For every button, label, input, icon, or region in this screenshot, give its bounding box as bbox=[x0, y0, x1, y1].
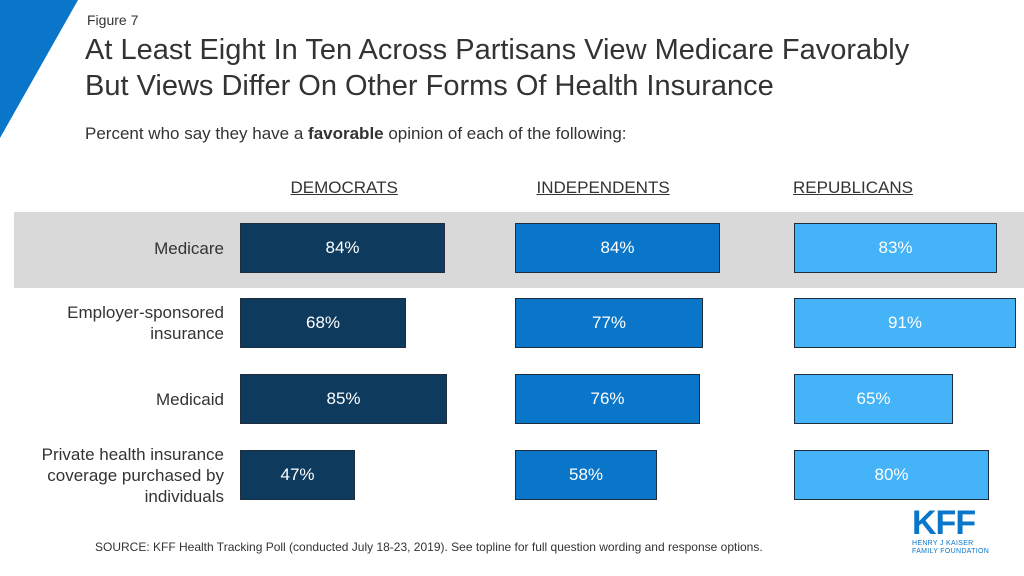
row-label-employer-sponsored-insurance: Employer-sponsored insurance bbox=[67, 302, 224, 344]
row-label-line: individuals bbox=[144, 486, 224, 506]
chart-subtitle: Percent who say they have a favorable op… bbox=[85, 124, 627, 144]
figure-label: Figure 7 bbox=[87, 12, 139, 28]
row-label-medicaid: Medicaid bbox=[156, 389, 224, 410]
row-label-medicare: Medicare bbox=[154, 238, 224, 259]
bar-value-label: 77% bbox=[591, 313, 627, 332]
subtitle-post: opinion of each of the following: bbox=[383, 124, 627, 143]
bar-value-label: 84% bbox=[325, 238, 360, 257]
row-label-line: Medicaid bbox=[155, 389, 224, 409]
kff-logo: KFF HENRY J KAISER FAMILY FOUNDATION bbox=[912, 506, 992, 558]
bar-value-label: 84% bbox=[600, 238, 635, 257]
bar-republicans-private-health-insurance-coverage-purchased-by-individuals: 80% bbox=[794, 450, 989, 500]
column-header-independents: INDEPENDENTS bbox=[536, 178, 670, 197]
bar-value-label: 68% bbox=[305, 313, 341, 332]
row-label-private-health-insurance-coverage-purchased-by-individuals: Private health insurance coverage purchas… bbox=[42, 444, 224, 507]
bar-independents-medicaid: 76% bbox=[515, 374, 700, 424]
row-label-line: Private health insurance bbox=[41, 444, 224, 464]
bar-republicans-medicaid: 65% bbox=[794, 374, 953, 424]
row-label-line: insurance bbox=[150, 324, 224, 343]
column-header-republicans: REPUBLICANS bbox=[793, 178, 913, 197]
bar-democrats-medicare: 84% bbox=[240, 223, 445, 273]
subtitle-pre: Percent who say they have a bbox=[85, 124, 309, 143]
bar-independents-employer-sponsored-insurance: 77% bbox=[515, 298, 703, 348]
bar-value-label: 91% bbox=[887, 313, 923, 332]
chart-title: At Least Eight In Ten Across Partisans V… bbox=[85, 32, 1015, 104]
bar-democrats-employer-sponsored-insurance: 68% bbox=[240, 298, 406, 348]
bar-republicans-medicare: 83% bbox=[794, 223, 997, 273]
bar-independents-medicare: 84% bbox=[515, 223, 720, 273]
bar-value-label: 83% bbox=[878, 238, 913, 257]
bar-value-label: 76% bbox=[590, 389, 625, 408]
row-label-line: coverage purchased by bbox=[47, 465, 224, 485]
row-label-line: Employer-sponsored bbox=[67, 303, 224, 322]
subtitle-bold: favorable bbox=[308, 124, 384, 143]
corner-triangle-decoration bbox=[0, 0, 78, 138]
title-line-1: At Least Eight In Ten Across Partisans V… bbox=[85, 34, 910, 66]
logo-text: KFF bbox=[912, 504, 976, 542]
bar-value-label: 80% bbox=[874, 465, 909, 484]
column-header-democrats: DEMOCRATS bbox=[290, 178, 398, 197]
bar-independents-private-health-insurance-coverage-purchased-by-individuals: 58% bbox=[515, 450, 657, 500]
bar-republicans-employer-sponsored-insurance: 91% bbox=[794, 298, 1016, 348]
bar-democrats-private-health-insurance-coverage-purchased-by-individuals: 47% bbox=[240, 450, 355, 500]
logo-line-2: FAMILY FOUNDATION bbox=[912, 548, 990, 555]
logo-line-1: HENRY J KAISER bbox=[912, 540, 974, 547]
source-note: SOURCE: KFF Health Tracking Poll (conduc… bbox=[95, 540, 763, 554]
bar-value-label: 85% bbox=[326, 389, 361, 408]
bar-democrats-medicaid: 85% bbox=[240, 374, 447, 424]
bar-value-label: 58% bbox=[568, 465, 604, 484]
row-label-line: Medicare bbox=[154, 238, 224, 258]
title-line-2: But Views Differ On Other Forms Of Healt… bbox=[85, 70, 774, 102]
bar-value-label: 47% bbox=[280, 465, 315, 484]
bar-value-label: 65% bbox=[856, 389, 891, 408]
